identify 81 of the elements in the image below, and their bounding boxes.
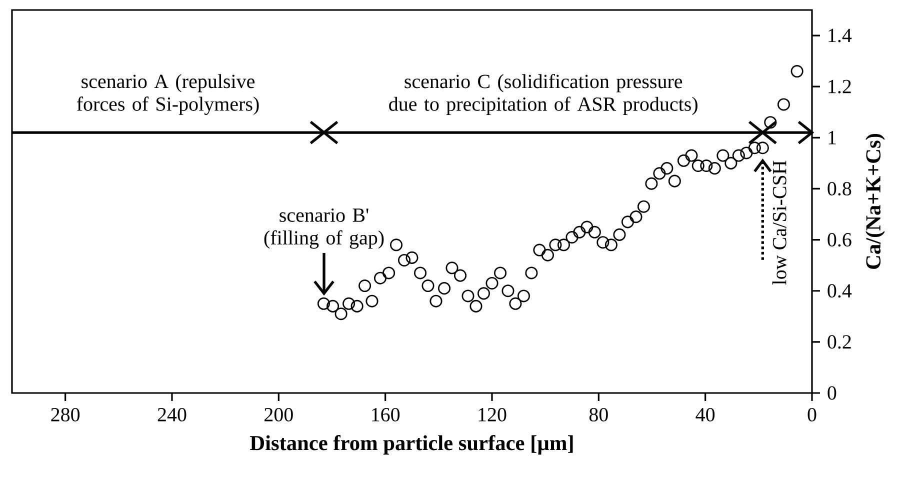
point — [358, 279, 372, 292]
point — [557, 238, 570, 252]
point — [509, 297, 522, 310]
point — [446, 262, 458, 274]
point — [382, 266, 396, 280]
point — [438, 282, 451, 295]
point — [334, 308, 348, 320]
point — [406, 251, 418, 264]
annotation: scenario A (repulsive forces of Si-polymers) — [76, 74, 259, 115]
y-tick-label: 0.2 — [828, 335, 851, 349]
annotation: low Ca/Si-CSH — [772, 160, 786, 285]
point — [596, 236, 610, 249]
point — [724, 156, 738, 170]
point — [708, 162, 721, 175]
y-tick-label: 0.8 — [828, 182, 852, 196]
point — [613, 228, 626, 241]
point — [350, 300, 364, 312]
x-tick-label: 240 — [158, 408, 186, 422]
point — [517, 290, 530, 302]
point — [374, 272, 387, 284]
point — [566, 230, 578, 244]
y-tick-label: 0.6 — [828, 233, 852, 247]
point — [580, 220, 594, 234]
y-tick-label: 1.2 — [828, 80, 851, 94]
point — [390, 238, 403, 252]
y-tick-label: 0.4 — [828, 284, 852, 298]
point — [317, 297, 330, 310]
annotation: scenario C (solidification pressure due to precipitation of ASR products) — [389, 74, 698, 115]
point — [398, 254, 411, 266]
point — [588, 226, 601, 238]
point — [630, 210, 642, 224]
point — [494, 266, 507, 280]
point — [366, 294, 378, 308]
point — [470, 300, 482, 312]
point — [700, 159, 713, 172]
y-tick-label: 1 — [828, 131, 836, 144]
x-tick-label: 200 — [264, 408, 293, 422]
x-tick-label: 40 — [696, 408, 715, 422]
point — [790, 65, 804, 78]
point — [454, 269, 467, 282]
point — [541, 248, 554, 262]
point — [326, 300, 340, 312]
point — [756, 142, 769, 154]
point — [692, 159, 704, 172]
point — [604, 238, 618, 252]
y-axis-title: Ca/(Na+K+Cs) — [866, 134, 885, 269]
x-axis-title: Distance from particle surface [µm] — [250, 435, 573, 455]
point — [677, 154, 690, 167]
x-tick-label: 280 — [51, 408, 80, 422]
point — [740, 146, 753, 160]
point — [462, 290, 474, 302]
point — [716, 149, 730, 162]
point — [342, 297, 356, 310]
point — [764, 116, 777, 129]
point — [549, 238, 562, 252]
point — [477, 287, 490, 300]
point — [414, 266, 427, 280]
y-tick-label: 0 — [828, 386, 836, 400]
point — [621, 216, 634, 228]
x-tick-label: 0 — [808, 408, 816, 422]
point — [533, 244, 546, 256]
point — [502, 284, 514, 298]
y-tick-label: 1.4 — [828, 28, 852, 42]
point — [422, 279, 434, 292]
point — [430, 294, 442, 308]
point — [777, 98, 790, 111]
annotation: scenario B' (filling of gap) — [264, 208, 384, 249]
point — [668, 174, 681, 188]
point — [685, 149, 698, 162]
x-tick-label: 80 — [589, 408, 608, 422]
x-tick-label: 160 — [372, 408, 400, 422]
point — [660, 162, 674, 175]
point — [748, 142, 761, 154]
point — [645, 177, 658, 190]
point — [637, 200, 650, 213]
point — [653, 167, 666, 180]
point — [486, 276, 498, 290]
point — [573, 226, 586, 238]
point — [732, 149, 745, 162]
x-tick-label: 120 — [478, 408, 506, 422]
point — [525, 266, 538, 280]
